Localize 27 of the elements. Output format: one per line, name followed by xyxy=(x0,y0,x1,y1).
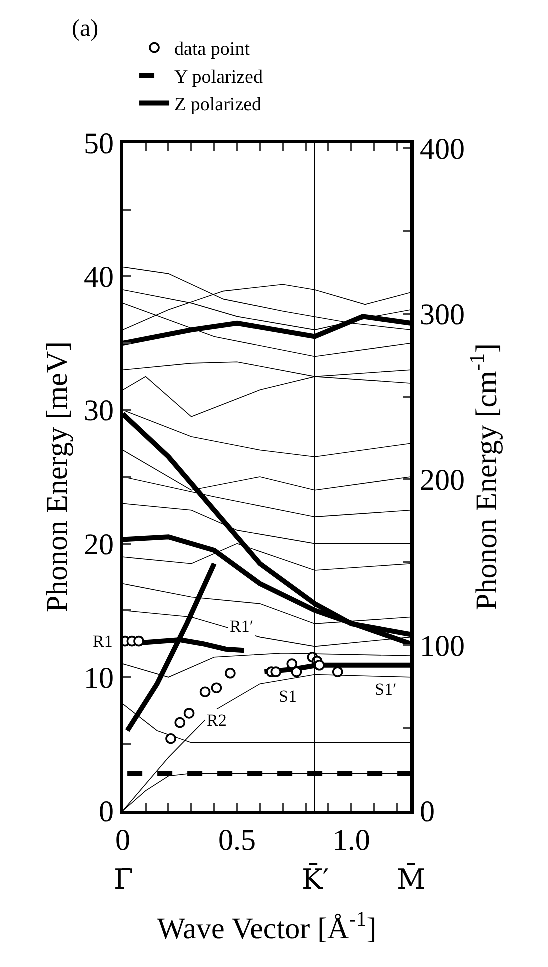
legend-label: Y polarized xyxy=(174,66,264,88)
legend-label: data point xyxy=(174,39,251,60)
y-axis-title: Phonon Energy [meV] xyxy=(41,341,74,613)
text: (a) xyxy=(72,16,99,42)
annotation: R1′ xyxy=(230,617,254,636)
y-tick-label: 20 xyxy=(84,528,114,562)
x-tick-label: 0.5 xyxy=(218,824,256,857)
legend-label: Z polarized xyxy=(174,94,262,116)
y2-tick-label: 300 xyxy=(420,298,465,332)
x-axis-title: Wave Vector [Å$^{-1}$] xyxy=(157,906,377,946)
y2-tick-label: 400 xyxy=(420,132,465,166)
y2-tick-label: 200 xyxy=(420,464,465,498)
y-tick-label: 50 xyxy=(84,128,114,160)
annotation: R1 xyxy=(93,632,113,651)
annotation: R2 xyxy=(207,711,227,730)
y2-tick-label: 0 xyxy=(420,796,435,828)
ref-line-label: K̄′ xyxy=(302,863,330,896)
annotation: S1 xyxy=(279,687,297,706)
y-tick-label: 40 xyxy=(84,261,114,294)
ref-line-label: M̄ xyxy=(397,863,426,896)
ref-line-label: Γ̄ xyxy=(114,863,134,896)
y2-tick-label: 100 xyxy=(420,630,465,663)
annotation: S1′ xyxy=(375,680,397,699)
x-tick-label: 1.0 xyxy=(332,824,370,857)
y-tick-label: 0 xyxy=(99,796,114,828)
y-tick-label: 10 xyxy=(84,662,114,695)
y-tick-label: 30 xyxy=(84,394,114,428)
